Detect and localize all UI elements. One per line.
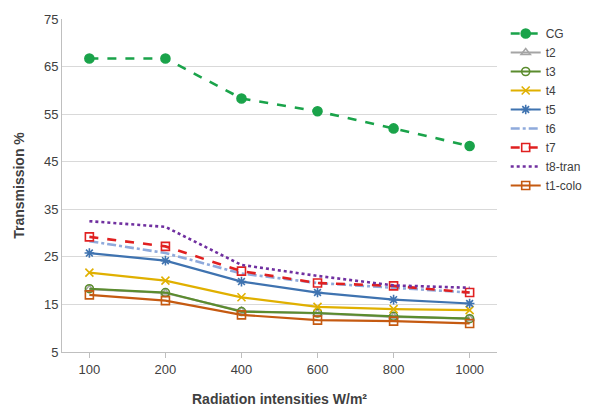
svg-text:35: 35 [44, 202, 58, 217]
svg-text:t5: t5 [546, 103, 556, 117]
svg-text:t1-colo: t1-colo [546, 179, 582, 193]
svg-text:800: 800 [383, 362, 405, 377]
svg-text:600: 600 [307, 362, 329, 377]
svg-text:1000: 1000 [455, 362, 484, 377]
svg-text:65: 65 [44, 59, 58, 74]
svg-text:Radiation intensities W/m²: Radiation intensities W/m² [192, 391, 367, 407]
svg-text:Transmission %: Transmission % [11, 132, 27, 239]
svg-text:400: 400 [231, 362, 253, 377]
svg-text:200: 200 [155, 362, 177, 377]
svg-text:t7: t7 [546, 141, 556, 155]
svg-text:75: 75 [44, 12, 58, 27]
svg-text:5: 5 [51, 345, 58, 360]
svg-text:45: 45 [44, 154, 58, 169]
svg-text:55: 55 [44, 107, 58, 122]
svg-text:t8-tran: t8-tran [546, 160, 581, 174]
svg-text:t6: t6 [546, 122, 556, 136]
svg-text:15: 15 [44, 297, 58, 312]
svg-text:t2: t2 [546, 46, 556, 60]
svg-text:CG: CG [546, 27, 564, 41]
svg-text:t4: t4 [546, 84, 556, 98]
svg-text:100: 100 [79, 362, 101, 377]
svg-text:25: 25 [44, 249, 58, 264]
svg-text:t3: t3 [546, 65, 556, 79]
